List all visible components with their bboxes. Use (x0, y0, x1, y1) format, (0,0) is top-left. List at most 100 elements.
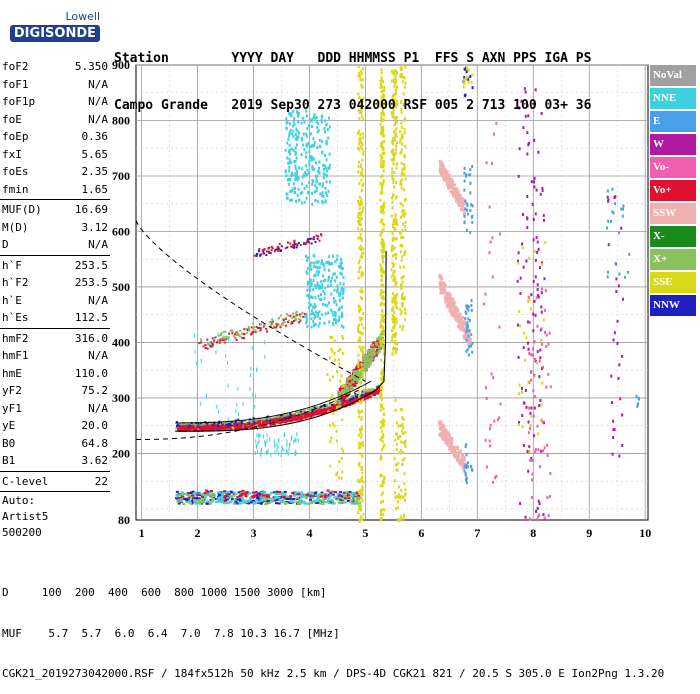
echo-mark (522, 265, 525, 269)
echo-mark (465, 329, 468, 333)
echo-mark (310, 281, 313, 285)
echo-mark (206, 347, 209, 350)
echo-mark (321, 201, 324, 205)
echo-mark (397, 519, 400, 523)
echo-mark (461, 466, 465, 470)
echo-mark (395, 306, 398, 310)
echo-mark (316, 260, 319, 264)
echo-mark (546, 443, 549, 447)
echo-mark (205, 393, 207, 398)
echo-mark (285, 117, 288, 121)
echo-mark (189, 426, 193, 429)
echo-mark (204, 344, 207, 347)
echo-mark (326, 284, 329, 288)
echo-mark (516, 323, 519, 327)
echo-mark (612, 428, 615, 432)
echo-mark (360, 362, 363, 366)
echo-mark (469, 191, 472, 195)
echo-mark (257, 420, 261, 423)
echo-mark (361, 487, 364, 491)
echo-mark (361, 201, 364, 205)
echo-mark (331, 393, 334, 397)
echo-mark (190, 423, 194, 426)
echo-mark (293, 240, 296, 243)
echo-mark (207, 342, 210, 345)
echo-mark (535, 296, 538, 300)
echo-mark (394, 81, 397, 85)
echo-mark (229, 490, 233, 493)
echo-mark (455, 190, 459, 194)
echo-mark (220, 425, 224, 428)
echo-mark (306, 258, 309, 262)
echo-mark (225, 339, 227, 344)
param-value: N/A (88, 349, 108, 362)
echo-mark (286, 178, 289, 182)
echo-mark (294, 151, 297, 155)
echo-mark (343, 497, 347, 500)
echo-mark (449, 446, 453, 450)
echo-mark (543, 330, 546, 334)
echo-mark (249, 424, 253, 427)
echo-mark (467, 343, 471, 347)
echo-mark (358, 499, 361, 503)
echo-mark (400, 283, 403, 287)
echo-mark (462, 329, 466, 333)
echo-mark (189, 492, 193, 495)
echo-mark (441, 174, 445, 178)
param-value: 5.65 (81, 147, 109, 161)
echo-mark (340, 261, 343, 265)
logo-line2: DIGISONDE (9, 25, 100, 42)
echo-mark (320, 493, 324, 496)
echo-mark (333, 424, 336, 428)
echo-mark (289, 114, 292, 118)
echo-mark (306, 294, 309, 298)
echo-mark (306, 271, 309, 275)
echo-mark (212, 492, 216, 495)
param-row-clevel: C-level 22 (0, 473, 110, 491)
echo-mark (349, 398, 352, 401)
echo-mark (212, 495, 216, 498)
echo-mark (319, 412, 323, 415)
echo-mark (394, 151, 397, 155)
echo-mark (275, 490, 279, 493)
param-row-fof2: foF2 5.350 (0, 58, 110, 76)
echo-mark (362, 247, 365, 251)
echo-mark (297, 415, 301, 418)
echo-mark (334, 299, 337, 303)
echo-mark (527, 114, 530, 118)
echo-mark (285, 126, 288, 130)
echo-mark (215, 341, 218, 344)
echo-mark (324, 286, 327, 290)
echo-mark (360, 496, 363, 500)
echo-mark (306, 168, 309, 172)
echo-mark (381, 386, 384, 390)
echo-mark (395, 421, 398, 425)
echo-mark (395, 116, 398, 120)
echo-mark (327, 268, 330, 272)
echo-mark (536, 287, 539, 291)
echo-mark (311, 182, 314, 186)
echo-mark (315, 120, 318, 124)
echo-mark (444, 298, 448, 302)
echo-mark (264, 418, 268, 421)
echo-mark (308, 410, 312, 413)
param-key: M(D) (2, 220, 29, 234)
echo-mark (276, 415, 280, 418)
logo-line1: Lowell (65, 10, 100, 23)
echo-mark (463, 464, 466, 468)
echo-mark (357, 160, 360, 164)
echo-mark (313, 236, 316, 239)
echo-mark (444, 428, 448, 432)
echo-mark (255, 443, 257, 448)
echo-mark (332, 422, 335, 426)
echo-mark (404, 117, 407, 121)
echo-mark (381, 208, 384, 212)
echo-mark (309, 155, 312, 159)
echo-mark (180, 491, 184, 494)
echo-mark (390, 69, 393, 73)
echo-mark (399, 140, 402, 144)
echo-mark (397, 424, 400, 428)
echo-mark (462, 202, 466, 206)
legend-item-e: E (650, 111, 696, 132)
echo-mark (532, 180, 535, 184)
